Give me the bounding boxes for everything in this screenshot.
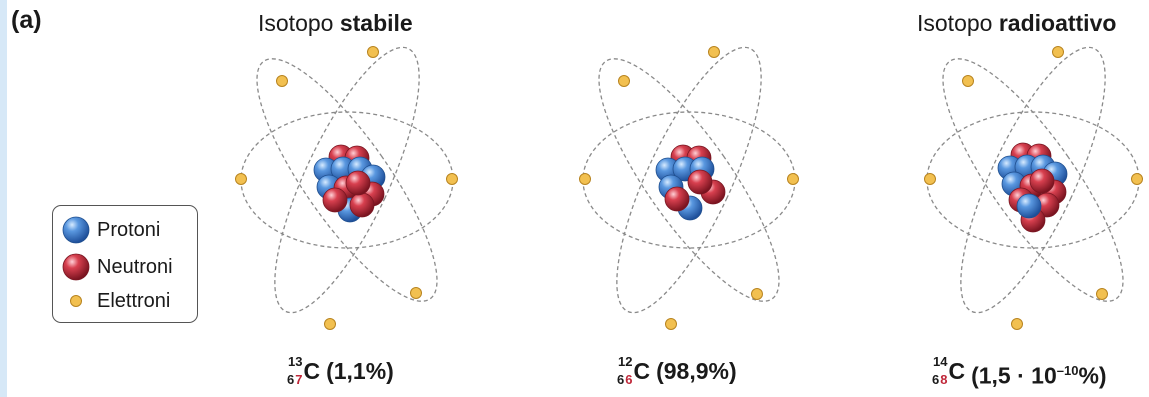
neutron <box>687 169 713 195</box>
heading-stable-prefix: Isotopo <box>258 10 340 36</box>
electron <box>924 173 936 185</box>
nucleus <box>655 144 726 221</box>
electron-swatch <box>61 286 91 316</box>
panel-label: (a) <box>11 6 42 34</box>
neutron-count: 7 <box>295 372 303 387</box>
atomic-number: 6 <box>617 372 625 387</box>
electron <box>235 173 247 185</box>
electron <box>324 318 336 330</box>
orbit-tilted-b <box>256 58 438 302</box>
neutron <box>322 187 348 213</box>
electron <box>751 288 763 300</box>
electron <box>1011 318 1023 330</box>
mass-number: 13 <box>288 354 303 369</box>
nuclide-notation: 14 68 <box>932 354 947 387</box>
heading-radioactive: Isotopo radioattivo <box>917 10 1116 37</box>
neutron <box>345 170 371 196</box>
nucleus <box>997 142 1068 233</box>
orbit-tilted-a <box>274 46 420 314</box>
atomic-number: 6 <box>287 372 295 387</box>
electron <box>579 173 591 185</box>
electron <box>1052 46 1064 58</box>
orbit-tilted-a <box>616 46 762 314</box>
left-margin-strip <box>0 0 7 397</box>
legend-label-neutrons: Neutroni <box>97 255 173 278</box>
abundance-value: (1,5 · 10 <box>971 362 1057 389</box>
nuclide-notation: 13 67 <box>287 354 302 387</box>
element-symbol: C <box>633 358 651 384</box>
legend-item-protons: Protoni <box>61 215 160 245</box>
electron <box>618 75 630 87</box>
legend: Protoni Neutroni Elettroni <box>52 205 198 323</box>
abundance-exponent: –10 <box>1056 363 1079 378</box>
orbit-tilted-b <box>942 58 1124 302</box>
mass-number: 12 <box>618 354 633 369</box>
electron <box>665 318 677 330</box>
electron <box>962 75 974 87</box>
atomic-number: 6 <box>932 372 940 387</box>
heading-radioactive-prefix: Isotopo <box>917 10 999 36</box>
heading-stable-bold: stabile <box>339 10 413 36</box>
electrons <box>579 46 799 330</box>
electron <box>446 173 458 185</box>
orbit-tilted-a <box>960 46 1106 314</box>
electron <box>787 173 799 185</box>
heading-stable: Isotopo stabile <box>258 10 413 37</box>
neutron-count: 6 <box>625 372 633 387</box>
legend-label-protons: Protoni <box>97 218 161 241</box>
atom-carbon-13 <box>235 46 458 330</box>
abundance-tail: %) <box>1078 362 1107 389</box>
neutron <box>1029 168 1055 194</box>
neutron <box>664 186 690 212</box>
electron <box>1096 288 1108 300</box>
atom-carbon-14 <box>924 46 1143 330</box>
mass-number: 14 <box>933 354 948 369</box>
electron <box>708 46 720 58</box>
atom-carbon-12 <box>579 46 799 330</box>
neutron-count: 8 <box>940 372 948 387</box>
heading-radioactive-bold: radioattivo <box>998 10 1117 36</box>
orbit-tilted-b <box>598 58 780 302</box>
formula-carbon-12: 12 66 C (98,9%) <box>617 354 737 387</box>
electron <box>1131 173 1143 185</box>
electron <box>410 287 422 299</box>
legend-label-electrons: Elettroni <box>97 289 171 312</box>
electron <box>276 75 288 87</box>
proton-swatch <box>61 215 91 245</box>
element-symbol: C <box>948 358 966 384</box>
legend-item-neutrons: Neutroni <box>61 252 173 282</box>
abundance: (98,9%) <box>656 358 737 384</box>
nuclide-notation: 12 66 <box>617 354 632 387</box>
formula-carbon-13: 13 67 C (1,1%) <box>287 354 394 387</box>
electrons <box>235 46 458 330</box>
electron <box>367 46 379 58</box>
formula-carbon-14: 14 68 C (1,5 · 10–10%) <box>932 354 1107 391</box>
neutron-swatch <box>61 252 91 282</box>
neutron <box>349 192 375 218</box>
proton <box>1016 193 1042 219</box>
legend-item-electrons: Elettroni <box>61 286 170 316</box>
nucleus <box>313 144 386 223</box>
abundance: (1,5 · 10–10%) <box>971 356 1106 391</box>
element-symbol: C <box>303 358 321 384</box>
electrons <box>924 46 1143 330</box>
abundance: (1,1%) <box>326 358 394 384</box>
